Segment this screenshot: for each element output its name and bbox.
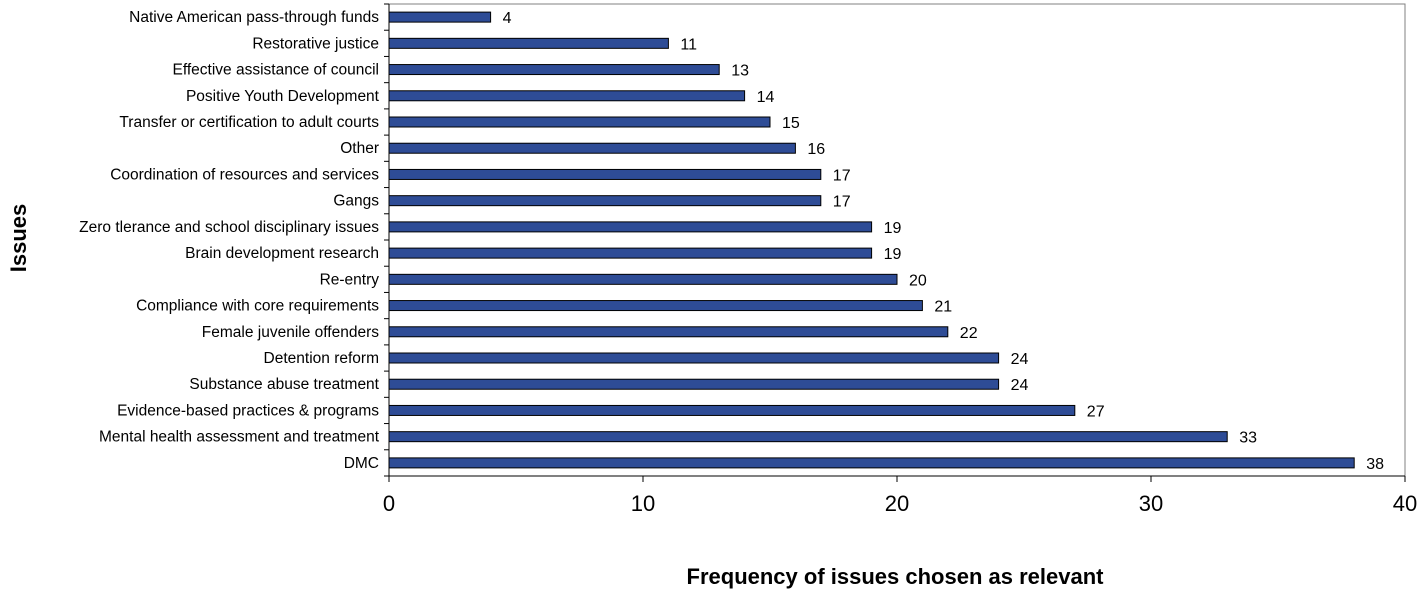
x-tick-label: 40 [1393,491,1417,516]
bar [388,431,1228,443]
category-label: Native American pass-through funds [129,9,379,26]
data-label: 17 [833,167,851,184]
category-label: Gangs [333,193,379,210]
data-label: 38 [1366,456,1384,473]
bar [388,168,822,180]
category-label: Coordination of resources and services [110,166,379,183]
y-axis-title: Issues [6,204,31,273]
data-label: 4 [503,10,512,27]
bar [388,11,492,23]
bar [388,273,898,285]
x-tick-label: 20 [885,491,909,516]
data-label: 21 [934,299,952,316]
data-label: 24 [1011,377,1029,394]
data-label: 20 [909,272,927,289]
data-label: 13 [731,63,749,80]
category-label: Effective assistance of council [173,62,380,79]
category-label: Mental health assessment and treatment [99,429,380,446]
bar [388,457,1355,469]
bar [388,221,873,233]
bar [388,352,1000,364]
category-label: Female juvenile offenders [202,324,379,341]
x-tick-label: 0 [383,491,395,516]
x-tick-label: 30 [1139,491,1163,516]
data-label: 19 [884,220,902,237]
category-label: Compliance with core requirements [136,298,379,315]
category-label: Evidence-based practices & programs [117,402,379,419]
category-label: Positive Youth Development [186,88,380,105]
bar [388,300,923,312]
data-label: 24 [1011,351,1029,368]
bar [388,195,822,207]
category-label: Restorative justice [252,35,379,52]
category-label: DMC [344,455,379,472]
bar [388,326,949,338]
x-axis-title: Frequency of issues chosen as relevant [687,564,1105,589]
x-tick-label: 10 [631,491,655,516]
data-label: 19 [884,246,902,263]
bar [388,64,720,76]
category-label: Zero tlerance and school disciplinary is… [79,219,379,236]
category-label: Re-entry [320,271,380,288]
bar [388,247,873,259]
data-label: 16 [807,141,825,158]
data-label: 22 [960,325,978,342]
data-label: 14 [757,89,775,106]
bar [388,116,771,128]
bar [388,404,1076,416]
data-label: 15 [782,115,800,132]
data-label: 27 [1087,403,1105,420]
data-label: 17 [833,194,851,211]
bar [388,37,669,49]
plot-area: 0 10 20 30 40 Native American pass-through fu… [79,3,1417,516]
category-label: Transfer or certification to adult court… [119,114,379,131]
category-label: Other [340,140,379,157]
bar [388,90,746,102]
bar [388,378,1000,390]
data-label: 11 [680,36,697,53]
category-label: Substance abuse treatment [189,376,379,393]
category-label: Detention reform [264,350,379,367]
bar [388,142,796,154]
category-label: Brain development research [185,245,379,262]
data-label: 33 [1239,430,1257,447]
